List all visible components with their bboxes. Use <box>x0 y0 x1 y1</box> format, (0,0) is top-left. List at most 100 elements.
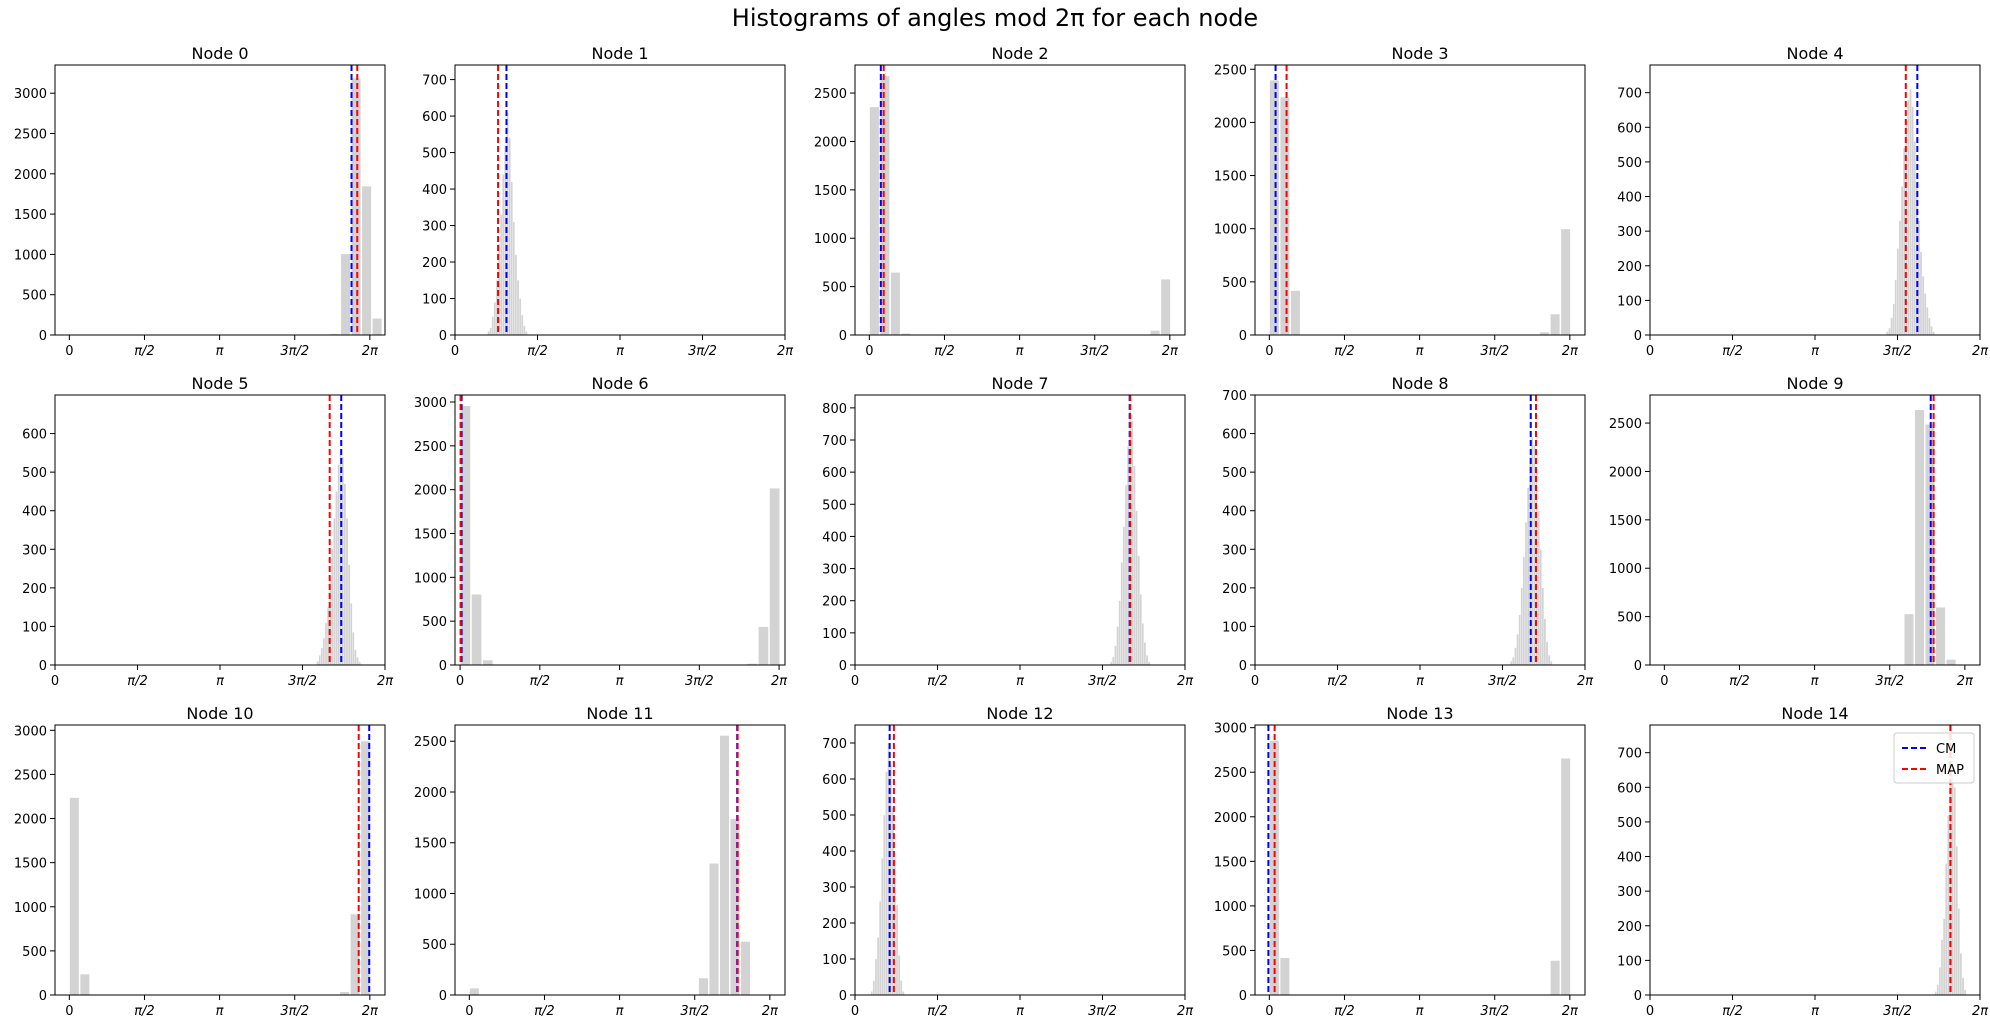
subplot-title: Node 3 <box>1391 44 1448 63</box>
x-tick-label: 2π <box>762 1004 778 1019</box>
y-tick-label: 0 <box>39 329 47 344</box>
y-tick-label: 700 <box>1617 87 1642 102</box>
histogram-bar <box>1932 331 1935 336</box>
y-tick-label: 400 <box>22 505 47 520</box>
subplot-node-1: Node 1 0 π/2 π 3π/2 2π 0 100 200 300 400 500 600 700 <box>422 44 793 359</box>
histogram-bar <box>1888 327 1891 336</box>
histogram-bar <box>68 796 80 996</box>
y-tick-label: 400 <box>822 530 847 545</box>
histogram-bar <box>1522 556 1526 666</box>
histogram-bar <box>489 327 492 336</box>
histogram-bar <box>1268 739 1280 996</box>
subplot-node-7: Node 7 0 π/2 π 3π/2 2π 0 100 200 300 400 500 600 700 8… <box>822 374 1193 689</box>
x-tick-label: 2π <box>1972 1004 1988 1019</box>
axes-frame <box>1649 64 1981 336</box>
y-tick-label: 600 <box>22 428 47 443</box>
histogram-bar <box>1112 656 1115 666</box>
y-tick-label: 300 <box>22 543 47 558</box>
subplot-title: Node 4 <box>1786 44 1843 63</box>
histogram-bar <box>1896 248 1900 336</box>
axes-frame <box>854 64 1186 336</box>
y-tick-label: 2000 <box>1214 811 1247 826</box>
y-tick-label: 600 <box>822 466 847 481</box>
x-tick-label: π <box>1016 1004 1024 1019</box>
subplot-title: Node 12 <box>986 704 1053 723</box>
histogram-bar <box>320 647 324 666</box>
y-tick-label: 200 <box>1617 260 1642 275</box>
subplot-node-4: Node 4 0 π/2 π 3π/2 2π 0 100 200 300 400 500 600 700 <box>1617 44 1988 359</box>
x-tick-label: 3π/2 <box>1875 674 1904 689</box>
histogram-bar <box>331 549 334 666</box>
histogram-bar <box>1516 633 1519 666</box>
x-tick-label: 2π <box>1972 344 1988 359</box>
y-tick-label: 300 <box>1617 885 1642 900</box>
subplot-node-8: Node 8 0 π/2 π 3π/2 2π 0 100 200 300 400 500 600 700 <box>1222 374 1593 689</box>
histogram-bar <box>1116 626 1119 666</box>
y-tick-label: 2500 <box>14 128 47 143</box>
histogram-bar <box>1942 918 1946 996</box>
x-tick-label: 2π <box>1177 1004 1193 1019</box>
x-tick-label: 2π <box>777 344 793 359</box>
histogram-bar <box>1518 614 1521 666</box>
x-tick-label: 3π/2 <box>680 1004 709 1019</box>
y-tick-label: 0 <box>839 329 847 344</box>
axes-frame <box>854 724 1186 996</box>
x-tick-label: π/2 <box>527 344 547 359</box>
histogram-bar <box>1279 957 1291 996</box>
histogram-bar <box>1957 908 1961 996</box>
histogram-bar <box>1520 587 1524 666</box>
x-tick-label: π/2 <box>134 344 154 359</box>
axes-frame <box>54 724 386 996</box>
histogram-bar <box>1131 420 1134 666</box>
histogram-bar <box>1955 846 1958 996</box>
y-tick-label: 100 <box>1617 294 1642 309</box>
x-tick-label: 0 <box>1265 1004 1273 1019</box>
x-tick-label: 0 <box>865 344 873 359</box>
y-tick-label: 2500 <box>414 735 447 750</box>
histogram-bar <box>1279 96 1291 336</box>
histogram-bar <box>339 990 351 996</box>
y-tick-label: 300 <box>1617 225 1642 240</box>
x-tick-label: π <box>1811 674 1819 689</box>
histogram-bar <box>874 958 878 996</box>
histogram-bar <box>337 464 340 666</box>
histogram-bar <box>356 657 359 666</box>
y-tick-label: 3000 <box>14 87 47 102</box>
x-tick-label: π <box>216 674 224 689</box>
x-tick-label: 3π/2 <box>288 674 317 689</box>
histogram-bar <box>333 518 336 666</box>
histogram-bar <box>1560 757 1572 996</box>
histogram-bar <box>1909 89 1912 336</box>
y-tick-label: 0 <box>439 329 447 344</box>
histogram-bar <box>1120 561 1124 666</box>
histogram-bar <box>768 487 781 666</box>
y-tick-label: 0 <box>839 659 847 674</box>
x-tick-label: 2π <box>1957 674 1973 689</box>
histogram-bar <box>1133 465 1136 666</box>
y-tick-label: 1500 <box>1609 514 1642 529</box>
y-tick-label: 600 <box>1222 428 1247 443</box>
histogram-bar <box>1139 594 1142 666</box>
x-tick-label: π <box>1811 1004 1819 1019</box>
histogram-bar <box>1911 106 1914 336</box>
x-tick-label: 3π/2 <box>1883 1004 1912 1019</box>
histogram-bar <box>883 814 886 996</box>
x-tick-label: 3π/2 <box>1080 344 1109 359</box>
subplot-title: Node 8 <box>1391 374 1448 393</box>
x-tick-label: 0 <box>1251 674 1259 689</box>
y-tick-label: 1000 <box>1214 223 1247 238</box>
histogram-bar <box>1114 645 1117 666</box>
histogram-bar <box>481 659 494 666</box>
histogram-bar <box>1926 307 1929 336</box>
histogram-bar <box>902 991 905 996</box>
x-tick-label: 2π <box>1577 674 1593 689</box>
y-tick-label: 3000 <box>1214 722 1247 737</box>
x-tick-label: 3π/2 <box>1480 344 1509 359</box>
y-tick-label: 700 <box>1617 747 1642 762</box>
y-tick-label: 400 <box>1222 505 1247 520</box>
y-tick-label: 0 <box>439 659 447 674</box>
histogram-bar <box>502 174 505 336</box>
histogram-bar <box>1537 510 1540 666</box>
y-tick-label: 1000 <box>814 232 847 247</box>
